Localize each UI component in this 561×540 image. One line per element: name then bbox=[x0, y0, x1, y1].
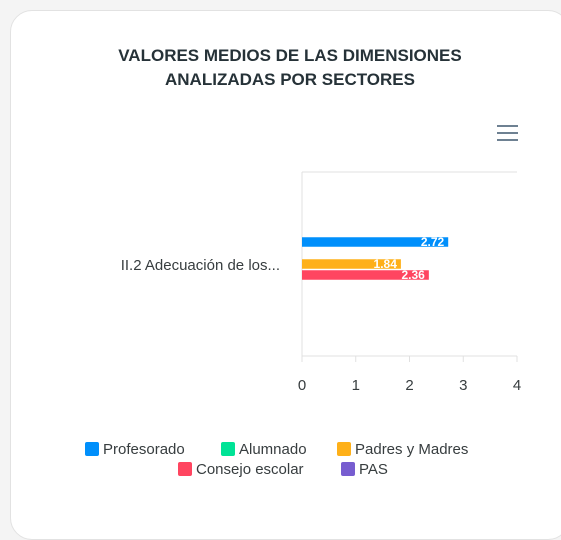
y-tick-label: II.2 Adecuación de los... bbox=[121, 257, 280, 274]
card bbox=[10, 10, 561, 540]
bar bbox=[302, 237, 449, 247]
data-label: 2.72 bbox=[421, 235, 445, 249]
bar bbox=[302, 270, 429, 280]
legend-marker bbox=[337, 442, 351, 456]
legend-label: Padres y Madres bbox=[355, 441, 468, 458]
x-tick-label: 1 bbox=[352, 377, 360, 394]
data-label: 2.36 bbox=[401, 268, 425, 282]
data-label: 1.84 bbox=[374, 257, 398, 271]
legend-label: Profesorado bbox=[103, 441, 185, 458]
legend-label: Alumnado bbox=[239, 441, 307, 458]
legend-label: PAS bbox=[359, 461, 388, 478]
chart-title: VALORES MEDIOS DE LAS DIMENSIONES ANALIZ… bbox=[118, 46, 462, 89]
page: VALORES MEDIOS DE LAS DIMENSIONES ANALIZ… bbox=[10, 10, 561, 540]
x-tick-label: 3 bbox=[459, 377, 467, 394]
x-tick-label: 4 bbox=[513, 377, 521, 394]
menu-icon[interactable] bbox=[497, 125, 518, 141]
x-tick-label: 0 bbox=[298, 377, 306, 394]
legend-marker bbox=[85, 442, 99, 456]
legend-label: Consejo escolar bbox=[196, 461, 304, 478]
x-tick-label: 2 bbox=[405, 377, 413, 394]
legend-marker bbox=[341, 462, 355, 476]
legend-marker bbox=[178, 462, 192, 476]
legend-marker bbox=[221, 442, 235, 456]
chart: 0 1 2 3 4 II.2 Adecuación de los... 2.72 1.842.… bbox=[85, 125, 521, 478]
bar bbox=[302, 259, 401, 269]
